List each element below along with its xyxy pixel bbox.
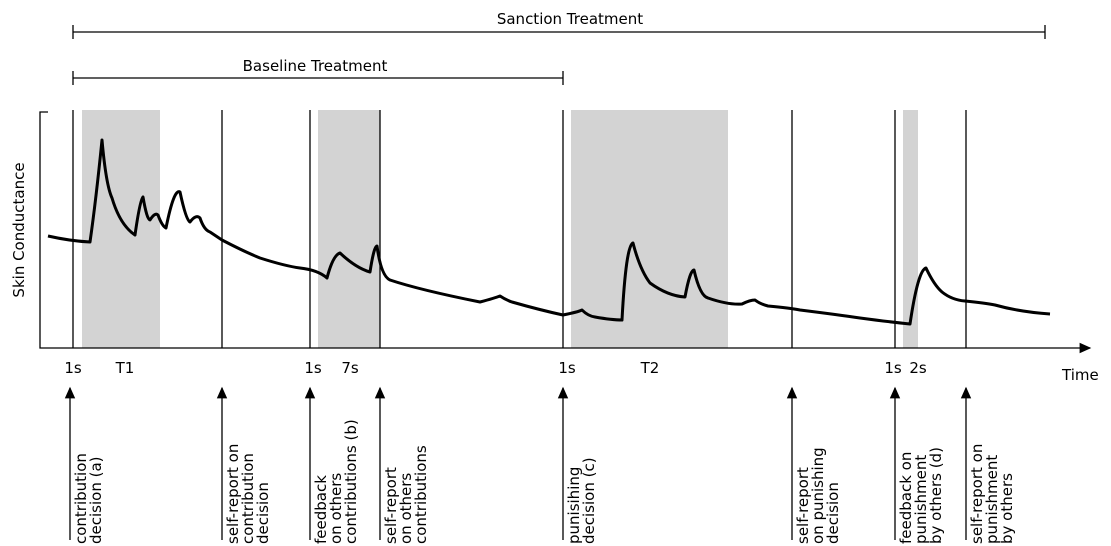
event-label: decision	[254, 482, 272, 544]
conductance-curve	[47, 138, 1051, 326]
event-label: feedback	[312, 475, 330, 544]
period-t2	[571, 110, 728, 348]
period-t1	[82, 110, 160, 348]
axes	[39, 111, 1092, 354]
period-2s	[903, 110, 918, 348]
x-axis-label: Time	[1061, 366, 1099, 384]
time-label: T2	[640, 359, 660, 377]
event-lines	[72, 110, 967, 348]
baseline-bracket	[72, 71, 564, 85]
event-label: punishment	[912, 455, 930, 544]
event-label: self-report	[794, 467, 812, 544]
time-label: 1s	[64, 359, 82, 377]
time-label: 1s	[304, 359, 322, 377]
time-label: 2s	[909, 359, 927, 377]
event-label: decision (c)	[580, 457, 598, 544]
sanction-bracket	[72, 25, 1046, 39]
time-label: 7s	[341, 359, 359, 377]
event-label: contributions (b)	[342, 419, 360, 544]
time-label: T1	[115, 359, 135, 377]
event-label: contributions	[412, 445, 430, 544]
y-axis-label: Skin Conductance	[10, 162, 28, 297]
brackets	[72, 25, 1046, 85]
sanction-label: Sanction Treatment	[497, 10, 643, 28]
period-7s	[318, 110, 380, 348]
event-label: on punishing	[809, 447, 827, 544]
event-label: feedback on	[897, 452, 915, 544]
event-label: decision (a)	[87, 457, 105, 545]
event-label: by others	[998, 473, 1016, 544]
event-line	[72, 110, 967, 348]
event-label: decision	[824, 482, 842, 544]
event-label: self-report on	[968, 444, 986, 544]
time-label: 1s	[558, 359, 576, 377]
event-label: self-report on	[224, 444, 242, 544]
event-label: by others (d)	[927, 447, 945, 544]
time-labels: 1s T1 1s 7s 1s T2 1s 2s	[64, 359, 927, 377]
event-label: punishment	[983, 455, 1001, 544]
event-label: on others	[327, 473, 345, 544]
shaded-periods	[82, 110, 918, 348]
baseline-label: Baseline Treatment	[243, 57, 388, 75]
event-label: punisihing	[565, 467, 583, 544]
event-label: contribution	[239, 453, 257, 544]
time-label: 1s	[884, 359, 902, 377]
event-label: on others	[397, 473, 415, 544]
event-label: self-report	[382, 467, 400, 544]
event-label: contribution	[72, 453, 90, 544]
